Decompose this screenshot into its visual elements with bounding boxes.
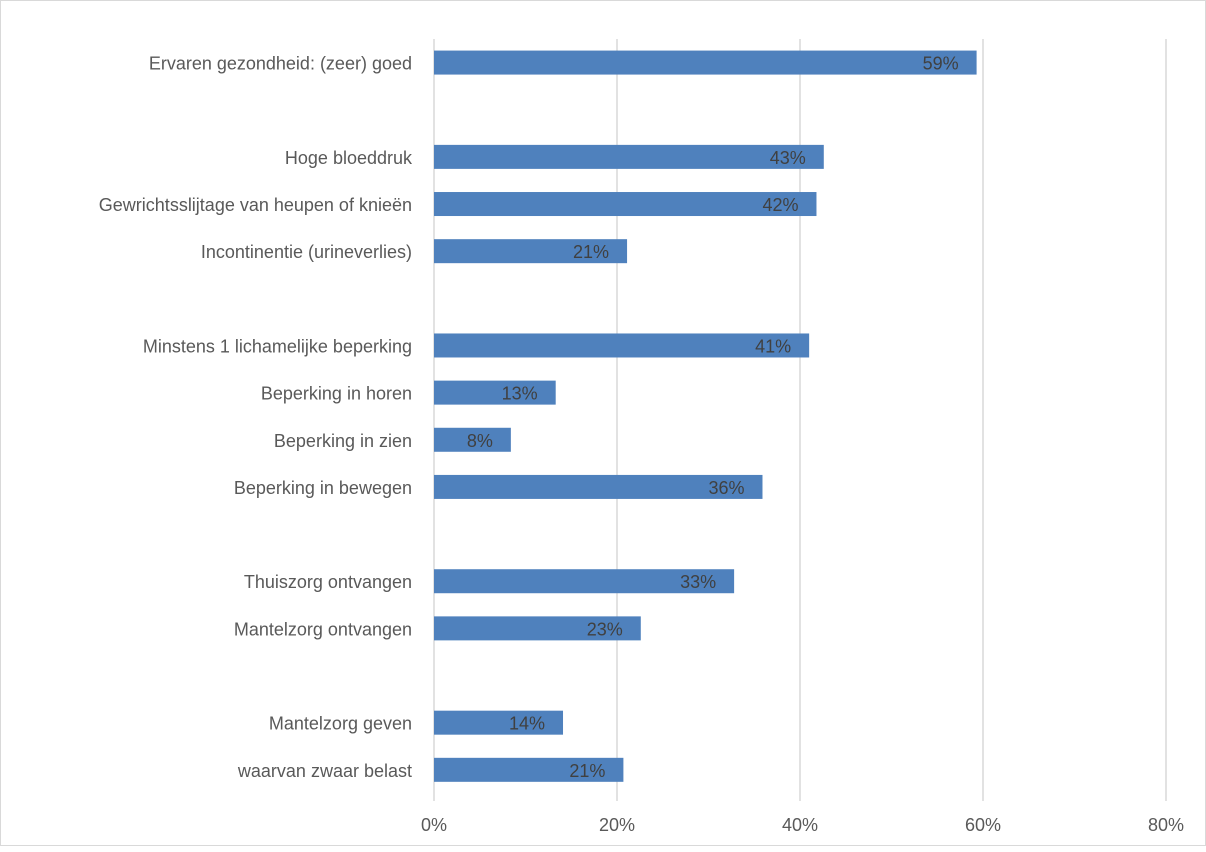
- x-axis-tick-labels: 0% 20% 40% 60% 80%: [421, 815, 1184, 835]
- data-label: 13%: [502, 384, 538, 404]
- bar: [434, 380, 556, 405]
- bars: [434, 50, 977, 782]
- category-labels: Ervaren gezondheid: (zeer) goed Hoge bloe…: [99, 54, 413, 781]
- category-label: Beperking in bewegen: [234, 478, 412, 498]
- category-label: Mantelzorg ontvangen: [234, 619, 412, 639]
- data-label: 59%: [923, 54, 959, 74]
- bar: [434, 333, 810, 358]
- data-label: 23%: [587, 619, 623, 639]
- bar: [434, 50, 977, 75]
- x-tick-label: 80%: [1148, 815, 1184, 835]
- x-tick-label: 40%: [782, 815, 818, 835]
- category-label: Beperking in horen: [261, 384, 412, 404]
- data-label: 14%: [509, 714, 545, 734]
- bar: [434, 427, 511, 452]
- bar: [434, 710, 564, 735]
- data-label: 43%: [770, 148, 806, 168]
- category-label: Minstens 1 lichamelijke beperking: [143, 336, 412, 356]
- x-tick-label: 0%: [421, 815, 447, 835]
- bar: [434, 144, 824, 169]
- data-label: 42%: [762, 195, 798, 215]
- category-label: Hoge bloeddruk: [285, 148, 413, 168]
- bar: [434, 239, 628, 264]
- bar: [434, 616, 641, 641]
- category-label: Incontinentie (urineverlies): [201, 242, 412, 262]
- data-label: 41%: [755, 336, 791, 356]
- bar: [434, 757, 624, 782]
- data-label: 33%: [680, 572, 716, 592]
- data-label: 8%: [467, 431, 493, 451]
- category-label: Thuiszorg ontvangen: [244, 572, 412, 592]
- data-label: 36%: [708, 478, 744, 498]
- category-label: Mantelzorg geven: [269, 714, 412, 734]
- data-label: 21%: [569, 761, 605, 781]
- x-tick-label: 20%: [599, 815, 635, 835]
- category-label: waarvan zwaar belast: [237, 761, 412, 781]
- data-label: 21%: [573, 242, 609, 262]
- bar: [434, 474, 763, 499]
- data-labels: 59% 43% 42% 21% 41% 13% 8% 36% 33% 23% 14% 21%: [467, 54, 959, 781]
- bar: [434, 192, 817, 217]
- category-label: Gewrichtsslijtage van heupen of knieën: [99, 195, 412, 215]
- x-tick-label: 60%: [965, 815, 1001, 835]
- bar: [434, 569, 735, 594]
- category-label: Ervaren gezondheid: (zeer) goed: [149, 54, 412, 74]
- category-label: Beperking in zien: [274, 431, 412, 451]
